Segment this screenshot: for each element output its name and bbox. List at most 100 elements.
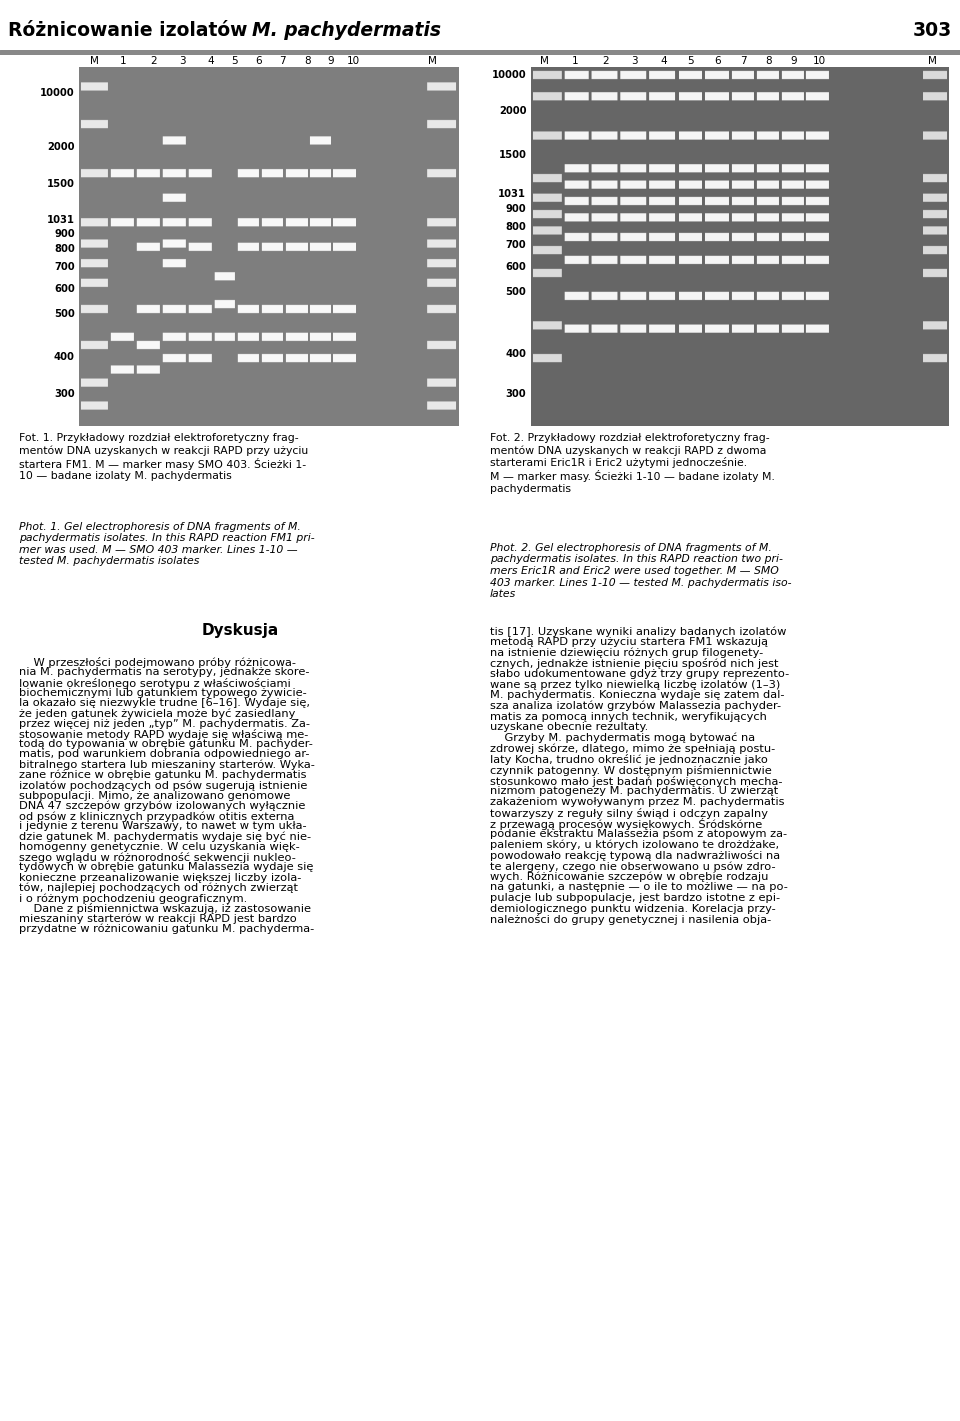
Text: demiologicznego punktu widzenia. Korelacja przy-: demiologicznego punktu widzenia. Korelac… [490, 904, 776, 914]
Text: M. pachydermatis. Konieczna wydaje się zatem dal-: M. pachydermatis. Konieczna wydaje się z… [490, 691, 784, 701]
Text: dzie gatunek M. pachydermatis wydaje się być nie-: dzie gatunek M. pachydermatis wydaje się… [19, 831, 311, 843]
Text: 2000: 2000 [47, 142, 75, 152]
Text: Phot. 1. Gel electrophoresis of DNA fragments of M.
pachydermatis isolates. In t: Phot. 1. Gel electrophoresis of DNA frag… [19, 522, 315, 567]
Text: 3: 3 [632, 55, 637, 67]
Text: 1500: 1500 [498, 149, 526, 159]
Text: 10: 10 [812, 55, 826, 67]
Text: 8: 8 [304, 55, 310, 67]
Text: słabo udokumentowane gdyż trzy grupy reprezento-: słabo udokumentowane gdyż trzy grupy rep… [490, 669, 789, 679]
Text: 800: 800 [506, 222, 526, 232]
Text: z przewagą procesów wysiękowych. Śródskórne: z przewagą procesów wysiękowych. Śródskó… [490, 818, 762, 830]
Text: matis, pod warunkiem dobrania odpowiedniego ar-: matis, pod warunkiem dobrania odpowiedni… [19, 749, 310, 759]
Text: zane różnice w obrębie gatunku M. pachydermatis: zane różnice w obrębie gatunku M. pachyd… [19, 770, 306, 780]
Text: nizmom patogenezy M. pachydermatis. U zwierząt: nizmom patogenezy M. pachydermatis. U zw… [490, 786, 778, 796]
Text: stosunkowo mało jest badań poświęconych mecha-: stosunkowo mało jest badań poświęconych … [490, 776, 782, 787]
Text: 700: 700 [506, 240, 526, 250]
Text: 6: 6 [714, 55, 720, 67]
Text: M: M [927, 55, 937, 67]
Text: M: M [89, 55, 99, 67]
Text: wane są przez tylko niewielką liczbę izolatów (1–3): wane są przez tylko niewielką liczbę izo… [490, 679, 780, 691]
Text: 700: 700 [54, 261, 75, 271]
Text: 4: 4 [660, 55, 666, 67]
Text: tydowych w obrębie gatunku Malassezia wydaje się: tydowych w obrębie gatunku Malassezia wy… [19, 863, 314, 872]
Text: 900: 900 [506, 203, 526, 215]
Text: Phot. 2. Gel electrophoresis of DNA fragments of M.
pachydermatis isolates. In t: Phot. 2. Gel electrophoresis of DNA frag… [490, 543, 791, 600]
Text: należności do grupy genetycznej i nasilenia obja-: należności do grupy genetycznej i nasile… [490, 915, 771, 925]
Text: powodowało reakcję typową dla nadwrażliwości na: powodowało reakcję typową dla nadwrażliw… [490, 850, 780, 861]
Text: sza analiza izolatów grzybów Malassezia pachyder-: sza analiza izolatów grzybów Malassezia … [490, 701, 780, 712]
Text: 300: 300 [506, 389, 526, 399]
Text: bitralnego startera lub mieszaniny starterów. Wyka-: bitralnego startera lub mieszaniny start… [19, 760, 315, 770]
Text: 7: 7 [279, 55, 285, 67]
Text: matis za pomocą innych technik, weryfikujących: matis za pomocą innych technik, weryfiku… [490, 712, 766, 722]
Text: 2: 2 [603, 55, 609, 67]
Text: konieczne przeanalizowanie większej liczby izola-: konieczne przeanalizowanie większej licz… [19, 872, 301, 882]
Text: la okazało się niezwykle trudne [6–16]. Wydaje się,: la okazało się niezwykle trudne [6–16]. … [19, 698, 310, 708]
Text: 600: 600 [54, 284, 75, 294]
Text: 500: 500 [506, 287, 526, 297]
Text: 400: 400 [505, 348, 526, 360]
Text: 6: 6 [255, 55, 261, 67]
Text: mieszaniny starterów w reakcji RAPD jest bardzo: mieszaniny starterów w reakcji RAPD jest… [19, 914, 297, 924]
Text: 1500: 1500 [47, 179, 75, 189]
Text: 800: 800 [54, 244, 75, 254]
Text: subpopulacji. Mimo, że analizowano genomowe: subpopulacji. Mimo, że analizowano genom… [19, 790, 291, 800]
Text: 7: 7 [740, 55, 746, 67]
Text: stosowanie metody RAPD wydaje się właściwą me-: stosowanie metody RAPD wydaje się właści… [19, 729, 308, 740]
Text: Fot. 2. Przykładowy rozdział elektroforetyczny frag-
mentów DNA uzyskanych w rea: Fot. 2. Przykładowy rozdział elektrofore… [490, 433, 775, 495]
Text: M: M [540, 55, 549, 67]
Text: zakażeniom wywoływanym przez M. pachydermatis: zakażeniom wywoływanym przez M. pachyder… [490, 797, 784, 807]
Text: izolatów pochodzących od psów sugerują istnienie: izolatów pochodzących od psów sugerują i… [19, 780, 307, 790]
Text: 3: 3 [180, 55, 185, 67]
Text: towarzyszy z reguły silny świąd i odczyn zapalny: towarzyszy z reguły silny świąd i odczyn… [490, 807, 768, 818]
Text: 1: 1 [572, 55, 578, 67]
Text: 9: 9 [327, 55, 333, 67]
Text: Dane z piśmiennictwa wskazują, iż zastosowanie: Dane z piśmiennictwa wskazują, iż zastos… [19, 904, 311, 914]
Text: te alergeny, czego nie obserwowano u psów zdro-: te alergeny, czego nie obserwowano u psó… [490, 861, 776, 871]
Text: 400: 400 [54, 352, 75, 362]
Text: 300: 300 [54, 389, 75, 399]
Text: pulacje lub subpopulacje, jest bardzo istotne z epi-: pulacje lub subpopulacje, jest bardzo is… [490, 894, 780, 904]
Text: przez więcej niż jeden „typ” M. pachydermatis. Za-: przez więcej niż jeden „typ” M. pachyder… [19, 719, 310, 729]
Text: nia M. pachydermatis na serotypy, jednakże skore-: nia M. pachydermatis na serotypy, jednak… [19, 668, 310, 678]
Text: 500: 500 [54, 308, 75, 318]
Text: 4: 4 [208, 55, 214, 67]
Text: na istnienie dziewięciu różnych grup filogenety-: na istnienie dziewięciu różnych grup fil… [490, 648, 763, 658]
Text: 600: 600 [506, 261, 526, 271]
Text: Fot. 1. Przykładowy rozdział elektroforetyczny frag-
mentów DNA uzyskanych w rea: Fot. 1. Przykładowy rozdział elektrofore… [19, 433, 308, 482]
Text: metodą RAPD przy użyciu startera FM1 wskazują: metodą RAPD przy użyciu startera FM1 wsk… [490, 637, 768, 647]
Text: 1031: 1031 [498, 189, 526, 199]
Text: 5: 5 [231, 55, 237, 67]
Text: uzyskane obecnie rezultaty.: uzyskane obecnie rezultaty. [490, 722, 648, 732]
Text: i jedynie z terenu Warszawy, to nawet w tym ukła-: i jedynie z terenu Warszawy, to nawet w … [19, 821, 307, 831]
Text: tów, najlepiej pochodzących od różnych zwierząt: tów, najlepiej pochodzących od różnych z… [19, 882, 299, 894]
Text: 10000: 10000 [492, 70, 526, 80]
Text: W przeszłości podejmowano próby różnicowa-: W przeszłości podejmowano próby różnicow… [19, 657, 297, 668]
Text: na gatunki, a następnie — o ile to możliwe — na po-: na gatunki, a następnie — o ile to możli… [490, 882, 787, 892]
Text: Różnicowanie izolatów: Różnicowanie izolatów [8, 20, 254, 40]
Text: paleniem skóry, u których izolowano te drożdżake,: paleniem skóry, u których izolowano te d… [490, 840, 779, 850]
Text: 1: 1 [120, 55, 126, 67]
Text: biochemicznymi lub gatunkiem typowego żywicie-: biochemicznymi lub gatunkiem typowego ży… [19, 688, 307, 698]
Text: 9: 9 [791, 55, 797, 67]
Text: laty Kocha, trudno określić je jednoznacznie jako: laty Kocha, trudno określić je jednoznac… [490, 755, 767, 766]
Text: 10: 10 [347, 55, 360, 67]
Text: i o różnym pochodzeniu geograficznym.: i o różnym pochodzeniu geograficznym. [19, 894, 248, 904]
Text: 303: 303 [913, 20, 952, 40]
Text: tis [17]. Uzyskane wyniki analizy badanych izolatów: tis [17]. Uzyskane wyniki analizy badany… [490, 627, 786, 637]
Text: 5: 5 [687, 55, 693, 67]
Text: 1031: 1031 [47, 215, 75, 225]
Text: M. pachydermatis: M. pachydermatis [252, 20, 441, 40]
Text: że jeden gatunek żywiciela może być zasiedlany: że jeden gatunek żywiciela może być zasi… [19, 709, 296, 719]
Text: M: M [427, 55, 437, 67]
Text: przydatne w różnicowaniu gatunku M. pachyderma-: przydatne w różnicowaniu gatunku M. pach… [19, 924, 315, 935]
Text: zdrowej skórze, dlatego, mimo że spełniają postu-: zdrowej skórze, dlatego, mimo że spełnia… [490, 743, 775, 755]
Text: todą do typowania w obrębie gatunku M. pachyder-: todą do typowania w obrębie gatunku M. p… [19, 739, 313, 749]
Text: DNA 47 szczepów grzybów izolowanych wyłącznie: DNA 47 szczepów grzybów izolowanych wyłą… [19, 801, 305, 811]
Text: szego wglądu w różnorodność sekwencji nukleo-: szego wglądu w różnorodność sekwencji nu… [19, 853, 296, 863]
Text: cznych, jednakże istnienie pięciu spośród nich jest: cznych, jednakże istnienie pięciu spośró… [490, 658, 779, 669]
Text: czynnik patogenny. W dostępnym piśmiennictwie: czynnik patogenny. W dostępnym piśmienni… [490, 764, 771, 776]
Text: od psów z klinicznych przypadków otitis externa: od psów z klinicznych przypadków otitis … [19, 811, 295, 821]
Text: lowanie określonego serotypu z właściwościami: lowanie określonego serotypu z właściwoś… [19, 678, 291, 689]
Text: 2000: 2000 [499, 107, 526, 117]
